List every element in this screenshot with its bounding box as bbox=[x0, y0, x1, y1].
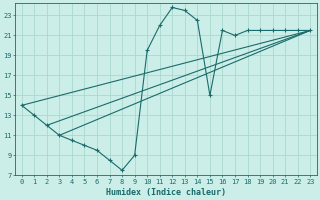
X-axis label: Humidex (Indice chaleur): Humidex (Indice chaleur) bbox=[106, 188, 226, 197]
